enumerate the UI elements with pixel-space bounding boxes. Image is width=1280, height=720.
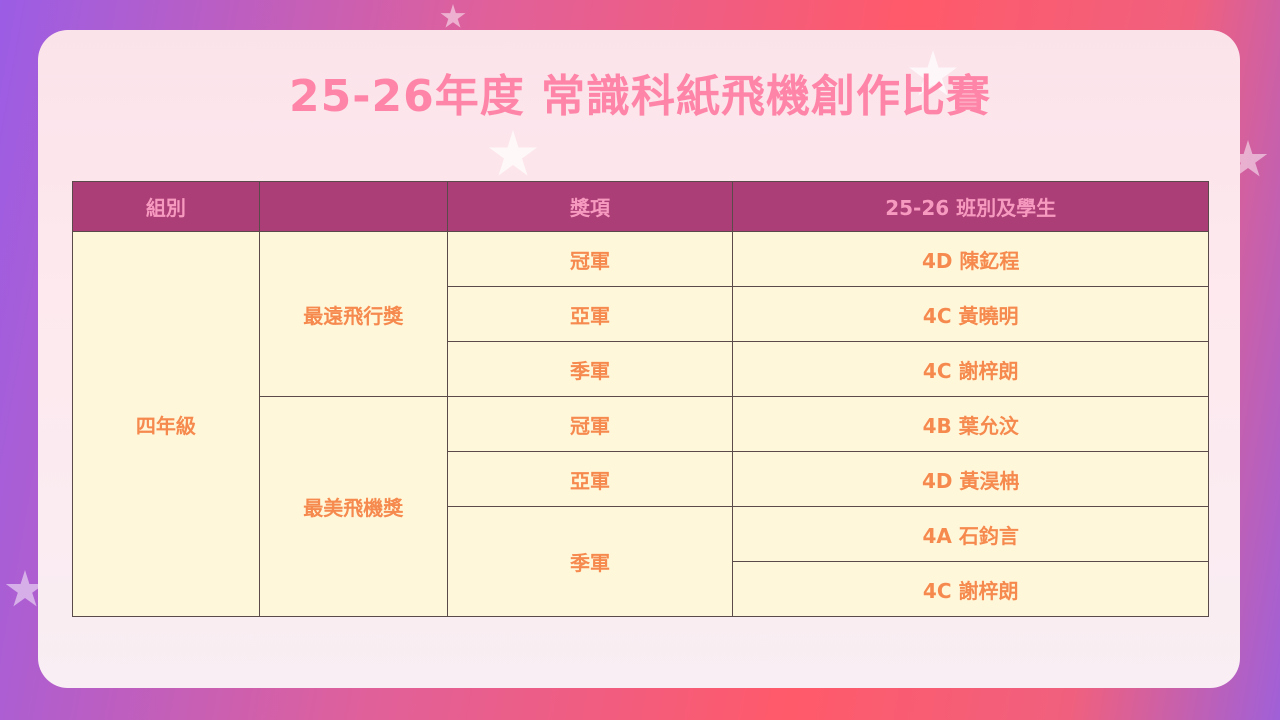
page-title: 25-26年度 常識科紙飛機創作比賽 xyxy=(288,71,992,122)
student-cell: 4A 石鈞言 xyxy=(732,506,1209,562)
award-cell: 季軍 xyxy=(446,506,734,617)
award-cell: 冠軍 xyxy=(446,231,734,287)
award-cell: 季軍 xyxy=(446,341,734,397)
table-header-row: 組別 獎項 25-26 班別及學生 xyxy=(72,181,1209,232)
table-row: 四年級 最遠飛行獎 冠軍 4D 陳釔程 xyxy=(72,231,1209,617)
table-row: 最美飛機獎 冠軍 4B 葉允汶 xyxy=(73,396,1209,617)
student-cell: 4D 陳釔程 xyxy=(732,231,1209,287)
results-table: 組別 獎項 25-26 班別及學生 四年級 最遠飛行獎 冠軍 4D 陳釔程 亞軍… xyxy=(72,181,1209,617)
header-award: 獎項 xyxy=(446,181,734,232)
award-cell: 冠軍 xyxy=(446,396,734,452)
table-row: 季軍 4C 謝梓朗 xyxy=(73,341,1209,397)
header-group: 組別 xyxy=(72,181,260,232)
student-cell: 4B 葉允汶 xyxy=(732,396,1209,452)
student-cell: 4C 謝梓朗 xyxy=(732,341,1209,397)
table-row: 亞軍 4C 黃曉明 xyxy=(73,286,1209,342)
category-cell: 最美飛機獎 xyxy=(258,396,448,617)
category-cell: 最遠飛行獎 xyxy=(258,231,448,397)
star-decoration xyxy=(440,4,466,28)
student-cell: 4D 黃淏柟 xyxy=(732,451,1209,507)
table-row: 季軍 4A 石鈞言 xyxy=(73,506,1209,617)
header-category xyxy=(258,181,448,232)
award-cell: 亞軍 xyxy=(446,451,734,507)
group-cell: 四年級 xyxy=(72,231,260,617)
student-cell: 4C 謝梓朗 xyxy=(732,561,1209,617)
award-cell: 亞軍 xyxy=(446,286,734,342)
table-row: 4C 謝梓朗 xyxy=(73,561,1209,617)
table-row: 亞軍 4D 黃淏柟 xyxy=(73,451,1209,507)
star-decoration xyxy=(489,130,537,176)
header-students: 25-26 班別及學生 xyxy=(732,181,1209,232)
student-cell: 4C 黃曉明 xyxy=(732,286,1209,342)
